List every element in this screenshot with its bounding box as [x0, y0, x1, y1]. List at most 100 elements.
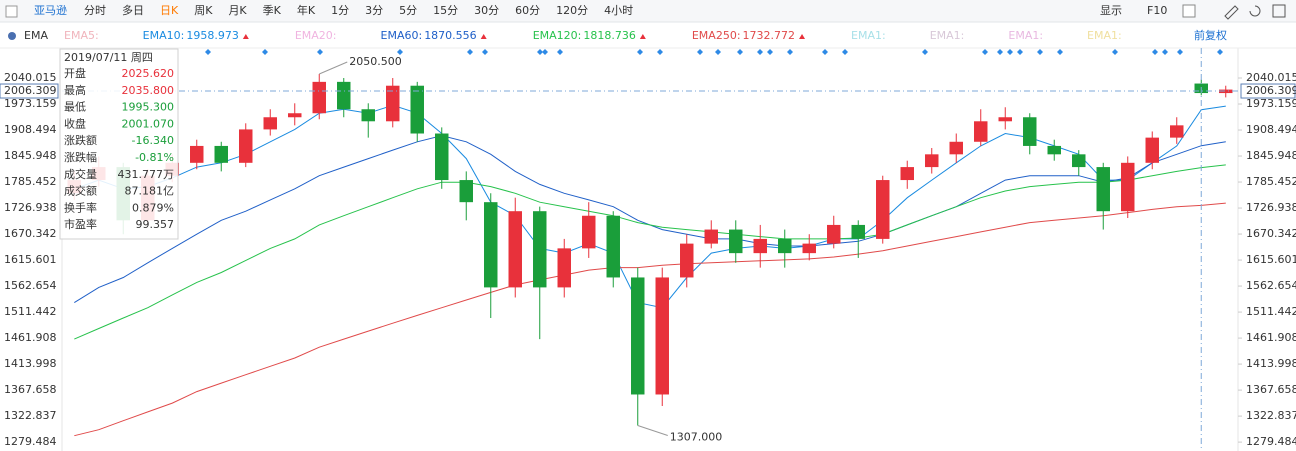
- period-tab[interactable]: 季K: [263, 4, 282, 17]
- legend-name: EMA1:: [851, 29, 886, 42]
- adjust-button[interactable]: 前复权: [1194, 28, 1227, 42]
- candle-body: [1072, 154, 1086, 168]
- candle-body: [582, 215, 596, 249]
- period-tab[interactable]: 多日: [122, 3, 144, 17]
- info-label: 最低: [64, 101, 86, 114]
- stock-name[interactable]: 亚马逊: [34, 4, 67, 17]
- info-label: 收盘: [64, 116, 86, 130]
- legend-value: 1958.973: [186, 29, 239, 42]
- info-value: 2025.620: [122, 67, 175, 80]
- legend-name: EMA250:: [692, 29, 741, 42]
- legend-name: EMA120:: [533, 29, 582, 42]
- event-marker[interactable]: [542, 49, 548, 55]
- candle-body: [1047, 145, 1061, 155]
- event-marker[interactable]: [1177, 49, 1183, 55]
- period-tab[interactable]: 4小时: [604, 4, 633, 17]
- candle-body: [606, 215, 620, 278]
- period-tab[interactable]: 周K: [194, 4, 213, 17]
- event-marker[interactable]: [1152, 49, 1158, 55]
- event-marker[interactable]: [397, 49, 403, 55]
- event-marker[interactable]: [697, 49, 703, 55]
- info-label: 市盈率: [64, 217, 97, 231]
- event-marker[interactable]: [557, 49, 563, 55]
- period-tab[interactable]: 月K: [228, 4, 247, 17]
- f10-button[interactable]: F10: [1147, 4, 1167, 17]
- event-marker[interactable]: [1007, 49, 1013, 55]
- event-marker[interactable]: [317, 49, 323, 55]
- refresh-icon[interactable]: [1249, 5, 1261, 17]
- period-tab[interactable]: 30分: [474, 4, 499, 17]
- checkbox[interactable]: [5, 5, 18, 18]
- event-marker[interactable]: [1112, 49, 1118, 55]
- price-tag-label: 2006.309: [4, 84, 57, 97]
- event-marker[interactable]: [262, 49, 268, 55]
- y-tick-label: 1279.484: [1246, 435, 1296, 448]
- display-menu[interactable]: 显示: [1100, 4, 1122, 17]
- info-label: 换手率: [64, 200, 97, 214]
- period-tab[interactable]: 年K: [297, 3, 316, 17]
- info-label: 涨跌额: [64, 133, 97, 147]
- event-marker[interactable]: [822, 49, 828, 55]
- event-marker[interactable]: [997, 49, 1003, 55]
- event-marker[interactable]: [737, 49, 743, 55]
- event-marker[interactable]: [637, 49, 643, 55]
- period-tab[interactable]: 1分: [331, 4, 349, 17]
- period-tab[interactable]: 分时: [84, 4, 106, 17]
- ema-line: [74, 202, 1226, 437]
- candle-body: [263, 117, 277, 130]
- info-value: 2001.070: [122, 117, 175, 130]
- event-marker[interactable]: [657, 49, 663, 55]
- y-tick-label: 1726.938: [4, 201, 57, 214]
- toolbar: [0, 0, 1296, 22]
- event-marker[interactable]: [1217, 49, 1223, 55]
- info-value: 0.879%: [132, 201, 174, 214]
- event-marker[interactable]: [842, 49, 848, 55]
- event-marker[interactable]: [922, 49, 928, 55]
- y-tick-label: 1670.342: [1246, 227, 1296, 240]
- event-marker[interactable]: [787, 49, 793, 55]
- event-marker[interactable]: [205, 49, 211, 55]
- info-value: -16.340: [132, 134, 174, 147]
- info-value: 431.777万: [118, 168, 175, 181]
- period-tab[interactable]: 60分: [515, 4, 540, 17]
- period-tab[interactable]: 5分: [399, 4, 417, 17]
- event-marker[interactable]: [1162, 49, 1168, 55]
- event-marker[interactable]: [1037, 49, 1043, 55]
- collapse-icon[interactable]: [8, 32, 16, 40]
- event-marker[interactable]: [982, 49, 988, 55]
- y-tick-label: 1367.658: [4, 383, 57, 396]
- event-marker[interactable]: [1057, 49, 1063, 55]
- y-tick-label: 1413.998: [4, 357, 57, 370]
- period-tab[interactable]: 3分: [365, 4, 383, 17]
- candle-body: [704, 229, 718, 244]
- fullscreen-icon[interactable]: [1272, 4, 1286, 18]
- event-marker[interactable]: [757, 49, 763, 55]
- min-label: 1307.000: [670, 431, 723, 444]
- event-marker[interactable]: [1017, 49, 1023, 55]
- period-tab[interactable]: 120分: [556, 4, 588, 17]
- event-marker[interactable]: [537, 49, 543, 55]
- candle-body: [729, 229, 743, 254]
- candle-body: [435, 133, 449, 181]
- legend-value: 1870.556: [424, 29, 477, 42]
- checkbox[interactable]: [1182, 4, 1196, 18]
- info-label: 最高: [64, 83, 86, 97]
- info-label: 开盘: [64, 66, 86, 80]
- legend-name: EMA10:: [143, 29, 185, 42]
- y-tick-label: 2040.015: [4, 71, 57, 84]
- candle-body: [851, 224, 865, 239]
- event-marker[interactable]: [767, 49, 773, 55]
- event-marker[interactable]: [467, 49, 473, 55]
- draw-icon[interactable]: [1224, 5, 1239, 20]
- period-tab[interactable]: 日K: [160, 4, 179, 17]
- event-marker[interactable]: [715, 49, 721, 55]
- candle-body: [1096, 167, 1110, 212]
- price-tag-label: 2006.309: [1246, 84, 1296, 97]
- period-tab[interactable]: 15分: [433, 4, 458, 17]
- candle-body: [1219, 89, 1233, 94]
- y-tick-label: 1615.601: [1246, 253, 1296, 266]
- candle-body: [949, 141, 963, 155]
- info-label: 成交量: [64, 167, 97, 181]
- event-marker[interactable]: [482, 49, 488, 55]
- info-value: 1995.300: [122, 101, 175, 114]
